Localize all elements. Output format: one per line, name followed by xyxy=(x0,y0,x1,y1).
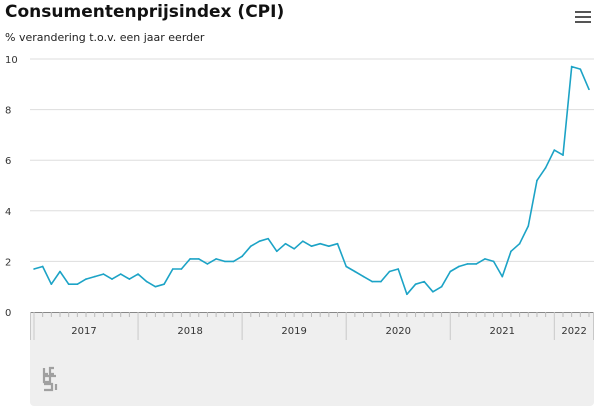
data-point xyxy=(579,68,582,70)
data-point xyxy=(501,275,504,278)
x-axis: 2017 2018 2019 2020 2021 2022 xyxy=(30,312,594,342)
x-tick-label: 2020 xyxy=(385,326,410,337)
chart-footer xyxy=(30,340,594,406)
data-point xyxy=(189,258,191,260)
series-layer xyxy=(33,65,590,296)
x-tick-label: 2022 xyxy=(561,326,586,337)
data-point xyxy=(111,278,113,280)
data-point xyxy=(119,273,122,275)
series-line xyxy=(33,65,590,296)
data-point xyxy=(50,283,53,285)
x-tick-label: 2019 xyxy=(281,326,306,337)
chart-menu-button[interactable] xyxy=(574,9,592,25)
x-tick-label: 2021 xyxy=(490,326,515,337)
data-point xyxy=(59,270,61,273)
data-point xyxy=(76,283,79,285)
data-point xyxy=(206,263,209,265)
data-point xyxy=(284,242,287,245)
data-point xyxy=(414,283,417,285)
data-point xyxy=(41,265,44,268)
data-point xyxy=(492,260,495,263)
data-point xyxy=(484,258,486,260)
data-point xyxy=(458,265,460,268)
data-point xyxy=(388,270,391,273)
data-point xyxy=(249,245,252,248)
y-axis-ticks: 0 2 4 6 8 10 xyxy=(5,55,18,319)
data-point xyxy=(197,258,200,260)
data-point xyxy=(215,258,217,260)
data-point xyxy=(319,242,321,245)
data-point xyxy=(145,280,148,283)
data-point xyxy=(258,240,261,242)
data-point xyxy=(232,260,235,263)
chart-title: Consumentenprijsindex (CPI) xyxy=(5,2,285,22)
data-point xyxy=(328,245,330,248)
y-gridlines xyxy=(30,58,594,262)
cbs-logo-icon xyxy=(42,366,58,392)
data-point xyxy=(362,275,365,278)
data-point xyxy=(180,268,183,270)
data-point xyxy=(137,273,139,275)
data-point xyxy=(380,280,382,283)
data-point xyxy=(93,275,96,278)
y-tick-label: 0 xyxy=(5,308,11,319)
y-tick-label: 4 xyxy=(5,207,11,218)
y-tick-label: 8 xyxy=(5,106,11,117)
hamburger-menu-icon xyxy=(575,11,591,13)
data-point xyxy=(510,250,512,253)
data-point xyxy=(171,268,174,270)
data-point xyxy=(544,166,547,169)
chart-subtitle: % verandering t.o.v. een jaar eerder xyxy=(5,31,205,44)
x-tick-label: 2018 xyxy=(177,326,202,337)
data-point xyxy=(33,268,35,270)
data-point xyxy=(536,179,538,182)
data-point xyxy=(570,65,573,68)
data-point xyxy=(466,263,469,265)
data-point xyxy=(397,268,400,270)
data-point xyxy=(293,247,295,250)
data-point xyxy=(371,280,374,283)
data-point xyxy=(406,293,408,296)
data-point xyxy=(128,278,131,280)
x-tick-label: 2017 xyxy=(71,326,96,337)
data-point xyxy=(440,285,443,288)
data-point xyxy=(102,273,105,275)
data-point xyxy=(267,237,269,240)
data-point xyxy=(154,285,157,288)
y-tick-label: 10 xyxy=(5,55,18,66)
data-point xyxy=(588,88,590,91)
data-point xyxy=(85,278,87,280)
y-tick-label: 6 xyxy=(5,156,11,167)
data-point xyxy=(345,265,347,268)
data-point xyxy=(432,290,434,293)
data-point xyxy=(336,242,339,245)
y-tick-label: 2 xyxy=(5,257,11,268)
data-point xyxy=(562,154,564,156)
data-point xyxy=(475,263,478,265)
data-point xyxy=(223,260,226,263)
data-point xyxy=(518,242,521,245)
hamburger-menu-icon xyxy=(575,21,591,23)
data-point xyxy=(553,149,556,151)
data-point xyxy=(302,240,304,242)
data-point xyxy=(423,280,426,283)
hamburger-menu-icon xyxy=(575,16,591,18)
data-point xyxy=(449,270,452,273)
data-point xyxy=(276,250,278,253)
data-point xyxy=(310,245,313,248)
data-point xyxy=(354,270,356,273)
data-point xyxy=(67,283,70,285)
data-point xyxy=(163,283,165,285)
data-point xyxy=(527,225,530,227)
data-point xyxy=(241,255,243,258)
